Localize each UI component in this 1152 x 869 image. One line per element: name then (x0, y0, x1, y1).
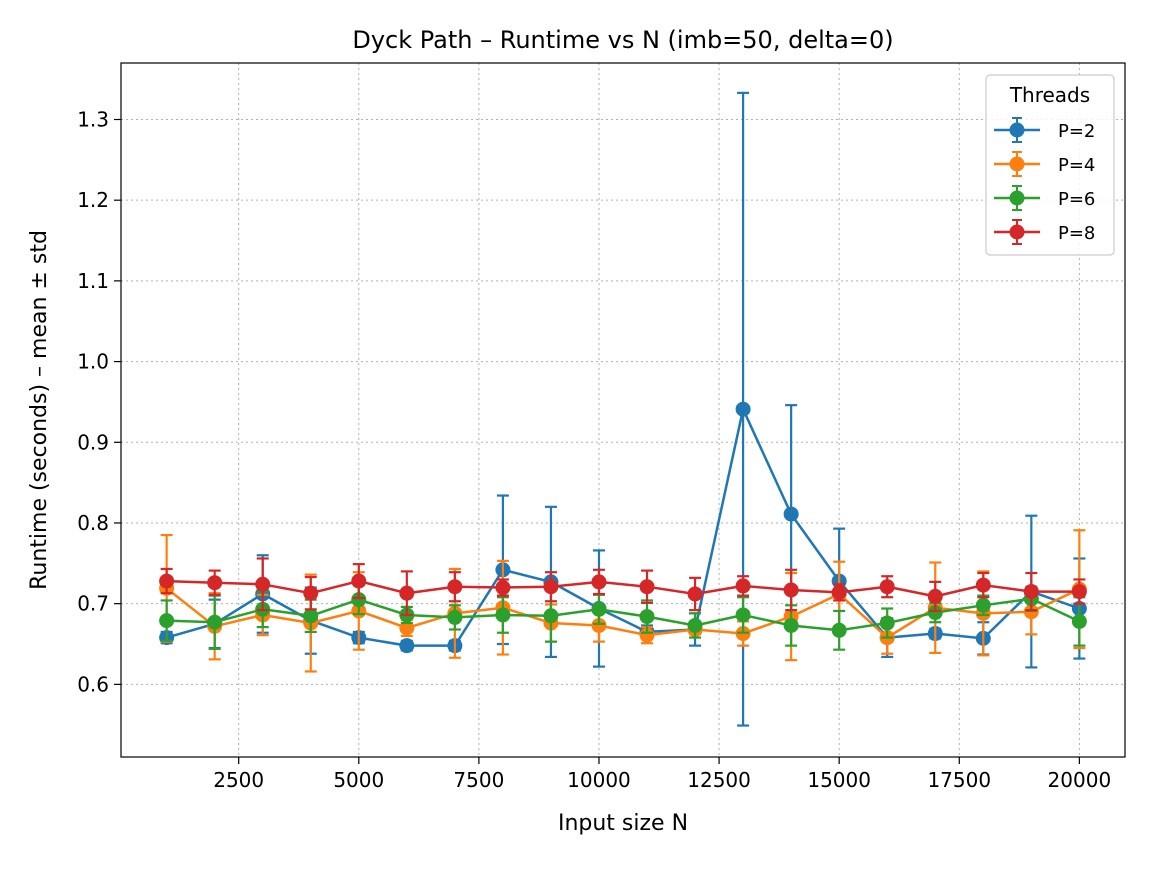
data-point (591, 574, 607, 590)
data-point (879, 615, 895, 631)
data-point (303, 585, 319, 601)
data-point (639, 627, 655, 643)
legend-marker (1009, 224, 1025, 240)
y-tick-label: 0.9 (77, 430, 109, 454)
series-p-6 (159, 584, 1087, 651)
data-point (927, 588, 943, 604)
data-point (687, 586, 703, 602)
y-tick-label: 0.8 (77, 511, 109, 535)
grid-layer (121, 63, 1125, 757)
legend-marker (1009, 190, 1025, 206)
x-tick-label: 12500 (687, 768, 751, 792)
data-point (783, 506, 799, 522)
data-point (495, 580, 511, 596)
plot-area-frame (120, 62, 1126, 758)
legend-label: P=6 (1058, 189, 1095, 210)
x-axis-label: Input size N (558, 811, 688, 836)
legend-label: P=8 (1058, 223, 1095, 244)
series-p-8 (159, 557, 1087, 617)
data-point (927, 605, 943, 621)
data-point (399, 585, 415, 601)
data-point (495, 607, 511, 623)
y-tick-label: 0.7 (77, 592, 109, 616)
data-point (447, 609, 463, 625)
data-point (399, 638, 415, 654)
x-tick-label: 10000 (567, 768, 631, 792)
data-point (255, 576, 271, 592)
data-point (543, 608, 559, 624)
data-point (783, 617, 799, 633)
legend-marker (1009, 156, 1025, 172)
y-tick-label: 0.6 (77, 672, 109, 696)
series-line (166, 597, 1080, 632)
data-point (639, 579, 655, 595)
data-point (687, 617, 703, 633)
data-point (207, 614, 223, 630)
chart-title: Dyck Path – Runtime vs N (imb=50, delta=… (352, 26, 893, 54)
x-tick-label: 5000 (333, 768, 384, 792)
data-point (351, 573, 367, 589)
legend-item: P=8 (994, 219, 1095, 245)
ticks-layer: 2500 5000 7500 10000 12500 15000 17500 20000 0.6… (77, 107, 1111, 792)
y-tick-label: 1.1 (77, 269, 109, 293)
data-point (543, 579, 559, 595)
data-point (831, 622, 847, 638)
series-line (166, 579, 1080, 598)
legend-label: P=4 (1058, 155, 1095, 176)
data-point (303, 608, 319, 624)
data-point (447, 579, 463, 595)
data-point (879, 579, 895, 595)
x-tick-label: 17500 (927, 768, 991, 792)
y-tick-label: 1.3 (77, 107, 109, 131)
y-tick-label: 1.2 (77, 188, 109, 212)
series-layer (159, 91, 1087, 727)
data-point (351, 592, 367, 608)
x-tick-label: 2500 (213, 768, 264, 792)
legend: Threads P=2 P=4 P=6 P=8 (985, 74, 1115, 256)
legend-item: P=4 (994, 151, 1095, 177)
data-point (975, 577, 991, 593)
data-point (591, 601, 607, 617)
data-point (1071, 584, 1087, 600)
data-point (591, 617, 607, 633)
data-point (735, 401, 751, 417)
y-tick-label: 1.0 (77, 350, 109, 374)
data-point (1023, 584, 1039, 600)
data-point (207, 575, 223, 591)
legend-title: Threads (1009, 83, 1090, 107)
data-point (159, 613, 175, 629)
data-point (783, 582, 799, 598)
data-point (975, 597, 991, 613)
data-point (159, 573, 175, 589)
series-line (165, 587, 1080, 639)
data-point (639, 609, 655, 625)
x-tick-label: 15000 (807, 768, 871, 792)
data-point (831, 584, 847, 600)
legend-item: P=2 (994, 117, 1095, 143)
x-tick-label: 20000 (1048, 768, 1112, 792)
data-point (735, 607, 751, 623)
data-point (735, 578, 751, 594)
y-axis-label: Runtime (seconds) – mean ± std (27, 230, 52, 590)
series-line (166, 407, 1080, 647)
data-point (1071, 613, 1087, 629)
legend-label: P=2 (1058, 121, 1095, 142)
legend-item: P=6 (994, 185, 1095, 211)
x-tick-label: 7500 (453, 768, 504, 792)
legend-marker (1009, 122, 1025, 138)
